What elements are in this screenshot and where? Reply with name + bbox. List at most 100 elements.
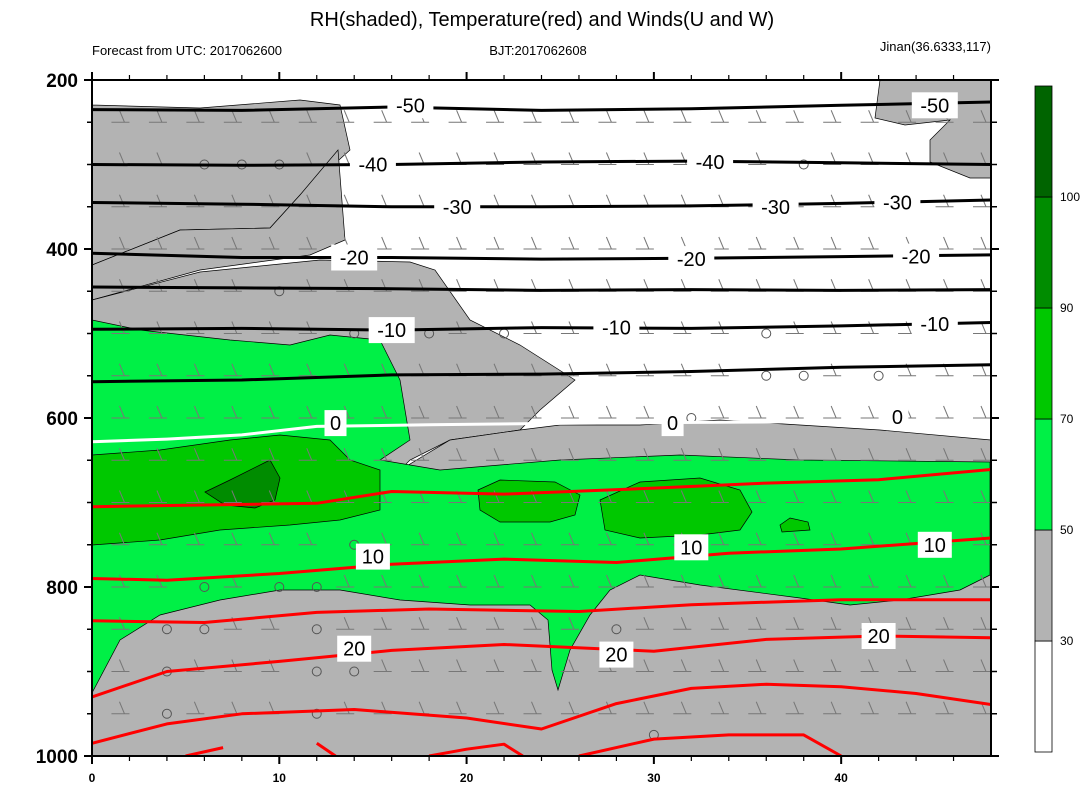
wind-barb-flag [568, 659, 575, 672]
temperature-label-bg [917, 531, 952, 558]
wind-barb-flag [980, 110, 987, 123]
wind-barb-flag [980, 236, 987, 250]
x-tick-label: 40 [834, 771, 848, 785]
wind-barb-flag [680, 490, 687, 503]
wind-barb-flag [718, 659, 725, 672]
temperature-label-text: 0 [892, 407, 903, 429]
wind-barb-flag [493, 617, 500, 630]
wind-barb-flag [343, 701, 350, 714]
wind-barb-flag [156, 152, 163, 165]
wind-barb-flag [118, 321, 125, 334]
wind-barb-flag [568, 617, 575, 630]
temperature-label: -40 [687, 149, 734, 175]
wind-barb-flag [755, 659, 762, 672]
temperature-red-line [92, 598, 991, 624]
wind-barb-flag [531, 448, 537, 461]
temperature-label-text: 0 [667, 413, 678, 435]
wind-barb-flag [605, 405, 612, 419]
y-tick-label: 200 [46, 71, 78, 92]
wind-barb-flag [605, 448, 612, 461]
temperature-label-text: -30 [761, 197, 790, 219]
wind-barb-flag [568, 532, 575, 545]
wind-barb-flag [343, 405, 350, 419]
wind-barb-flag [531, 405, 537, 419]
wind-barb-flag [381, 110, 388, 123]
temperature-label-bg [911, 311, 958, 338]
wind-barb-flag [943, 701, 950, 714]
temperature-label-bg [355, 543, 390, 570]
wind-barb-flag [118, 532, 125, 545]
temperature-label-text: -10 [920, 314, 949, 336]
wind-barb-flag [118, 574, 125, 588]
wind-barb-flag [343, 490, 350, 503]
wind-barb-flag [531, 701, 537, 714]
wind-barb-flag [156, 236, 163, 250]
temperature-label: 10 [355, 543, 390, 570]
wind-barb-flag [418, 659, 425, 672]
wind-barb-flag [680, 574, 687, 588]
isotherm-zero-line [92, 419, 991, 444]
wind-barb-flag [868, 194, 875, 207]
isotherm-line [92, 251, 991, 261]
x-tick-label: 20 [460, 771, 474, 785]
temperature-label-bg [337, 635, 372, 662]
wind-barb-flag [531, 532, 537, 545]
wind-barb-flag [381, 405, 388, 419]
wind-barb-flag [568, 574, 575, 588]
wind-barb-flag [830, 448, 837, 461]
temperature-red-line [92, 468, 991, 509]
temperature-label-text: 10 [924, 535, 946, 557]
wind-barb-flag [643, 448, 650, 461]
temperature-label-text: 10 [362, 547, 384, 569]
temperature-label-text: 20 [343, 639, 365, 661]
wind-barb-flag [680, 110, 687, 123]
wind-barb-flag [943, 152, 950, 165]
wind-barb-flag [718, 617, 725, 630]
wind-barb-flag [980, 490, 987, 503]
colorbar-segment [1034, 529, 1053, 642]
temperature-label: -20 [668, 246, 715, 273]
temperature-label-text: -20 [677, 249, 706, 271]
colorbar-tick-label: 100 [1060, 190, 1080, 204]
temperature-label: -30 [874, 189, 921, 216]
wind-barb-flag [643, 617, 650, 630]
wind-barb-flag [118, 617, 125, 630]
wind-barb-flag [381, 236, 388, 250]
wind-barb-flag [82, 491, 87, 503]
rh-green-70b [477, 479, 581, 523]
wind-barb-flag [193, 448, 200, 461]
wind-barb-flag [231, 490, 238, 503]
temperature-label-bg [599, 641, 634, 668]
wind-barb-flag [755, 236, 762, 250]
wind-barb-flag [868, 448, 875, 461]
temperature-label-text: -40 [358, 155, 387, 177]
wind-barb-flag [381, 532, 388, 545]
wind-barb-flag [830, 659, 837, 672]
calm-wind-circle [349, 666, 360, 677]
wind-barb-flag [905, 617, 912, 630]
wind-barb-flag [830, 617, 837, 630]
temperature-label-text: -40 [696, 152, 725, 174]
temperature-label: -50 [387, 92, 434, 119]
wind-barb-flag [755, 448, 762, 461]
wind-barb-flag [193, 490, 200, 503]
isotherm-line [92, 100, 991, 112]
temperature-label-text: -10 [602, 318, 631, 340]
wind-barb-flag [568, 405, 575, 419]
wind-barb-flag [156, 448, 163, 461]
temperature-label: -50 [911, 92, 958, 119]
wind-barb-flag [268, 490, 275, 503]
wind-barb-flag [193, 279, 200, 292]
forecast-subtitle: Forecast from UTC: 2017062600 [92, 43, 282, 58]
wind-barb-flag [868, 701, 875, 714]
wind-barb-flag [82, 237, 87, 249]
wind-barb-flag [980, 574, 987, 588]
wind-barb-flag [231, 448, 238, 461]
wind-barb-flag [343, 617, 350, 630]
wind-barb-flag [82, 406, 87, 418]
temperature-label-bg [368, 317, 415, 344]
wind-barb-flag [82, 364, 87, 376]
wind-barb-flag [830, 574, 837, 588]
wind-barb-flag [755, 701, 762, 714]
temperature-label-bg [752, 193, 799, 220]
